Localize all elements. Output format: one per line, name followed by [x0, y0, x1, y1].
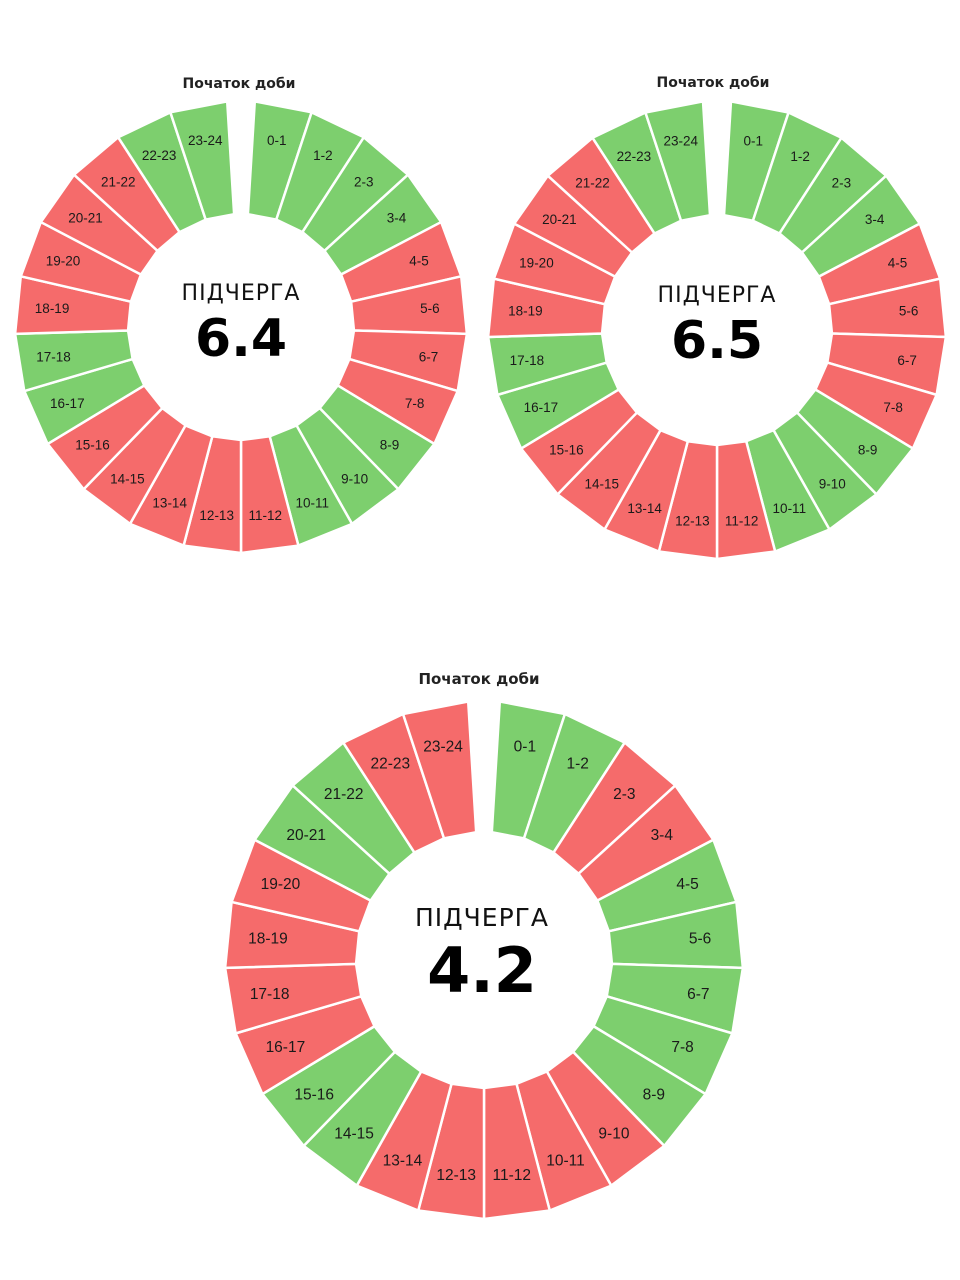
- hour-label: 19-20: [519, 256, 554, 271]
- hour-label: 18-19: [248, 930, 288, 947]
- hour-label: 1-2: [313, 148, 333, 163]
- hour-label: 3-4: [651, 827, 674, 844]
- hour-label: 10-11: [773, 501, 807, 516]
- hour-label: 16-17: [524, 400, 559, 415]
- group-number: 6.5: [671, 311, 763, 371]
- hour-label: 17-18: [250, 986, 290, 1003]
- hour-label: 6-7: [897, 353, 917, 368]
- wheel-segments: 0-1 1-2 2-3 3-4 4-5 5-6 6-7 7-8 8-9 9-10 10-11 11-1…: [486, 100, 948, 561]
- hour-label: 2-3: [832, 176, 852, 191]
- day-start-label: Початок доби: [182, 76, 295, 92]
- schedule-wheel-1: 0-1 1-2 2-3 3-4 4-5 5-6 6-7 7-8 8-9 9-10 10-11 11-1…: [13, 76, 469, 555]
- hour-label: 10-11: [546, 1153, 585, 1170]
- group-caption: ПІДЧЕРГА: [415, 903, 549, 932]
- schedule-wheel-3: 0-1 1-2 2-3 3-4 4-5 5-6 6-7 7-8 8-9 9-10 10-11 11-1…: [223, 670, 745, 1221]
- group-number: 4.2: [427, 934, 537, 1007]
- hour-label: 5-6: [420, 301, 440, 316]
- wheel-segments: 0-1 1-2 2-3 3-4 4-5 5-6 6-7 7-8 8-9 9-10 10-11 11-1…: [223, 700, 745, 1221]
- hour-label: 19-20: [261, 876, 301, 893]
- hour-label: 4-5: [409, 254, 429, 269]
- hour-segment: [401, 700, 478, 840]
- hour-label: 9-10: [341, 472, 368, 487]
- hour-label: 14-15: [110, 472, 145, 487]
- hour-label: 0-1: [743, 133, 763, 148]
- hour-label: 11-12: [493, 1167, 532, 1184]
- hour-label: 2-3: [354, 175, 374, 190]
- hour-label: 23-24: [663, 133, 698, 148]
- hour-label: 17-18: [510, 353, 545, 368]
- hour-label: 9-10: [598, 1125, 629, 1142]
- hour-label: 5-6: [689, 930, 711, 947]
- hour-label: 20-21: [68, 211, 103, 226]
- hour-label: 1-2: [566, 756, 588, 773]
- group-caption: ПІДЧЕРГА: [182, 281, 301, 306]
- hour-label: 3-4: [387, 211, 407, 226]
- hour-label: 20-21: [542, 212, 577, 227]
- hour-label: 0-1: [514, 738, 536, 755]
- hour-label: 21-22: [324, 786, 364, 803]
- hour-label: 19-20: [46, 254, 81, 269]
- wheel-segments: 0-1 1-2 2-3 3-4 4-5 5-6 6-7 7-8 8-9 9-10 10-11 11-1…: [13, 100, 469, 555]
- hour-label: 4-5: [676, 876, 698, 893]
- hour-label: 23-24: [188, 133, 223, 148]
- hour-label: 16-17: [50, 396, 85, 411]
- hour-label: 8-9: [643, 1087, 665, 1104]
- hour-label: 0-1: [267, 133, 287, 148]
- hour-label: 1-2: [790, 149, 810, 164]
- hour-label: 20-21: [286, 827, 326, 844]
- hour-label: 12-13: [436, 1167, 476, 1184]
- hour-label: 14-15: [584, 477, 619, 492]
- group-caption: ПІДЧЕРГА: [658, 283, 777, 308]
- hour-label: 13-14: [383, 1153, 423, 1170]
- hour-label: 18-19: [35, 301, 70, 316]
- hour-label: 22-23: [142, 148, 177, 163]
- hour-label: 14-15: [334, 1125, 374, 1142]
- hour-label: 21-22: [575, 176, 610, 191]
- day-start-label: Початок доби: [656, 75, 769, 91]
- hour-label: 12-13: [675, 513, 710, 528]
- day-start-label: Початок доби: [418, 670, 539, 688]
- hour-label: 12-13: [199, 508, 234, 523]
- hour-label: 18-19: [508, 304, 543, 319]
- hour-label: 16-17: [266, 1039, 306, 1056]
- hour-label: 13-14: [627, 501, 662, 516]
- hour-label: 21-22: [101, 175, 136, 190]
- hour-label: 11-12: [725, 513, 759, 528]
- hour-segment: [169, 100, 236, 221]
- hour-label: 9-10: [819, 477, 846, 492]
- hour-label: 3-4: [865, 212, 885, 227]
- hour-label: 6-7: [419, 350, 439, 365]
- hour-label: 4-5: [888, 256, 908, 271]
- hour-label: 13-14: [152, 495, 187, 510]
- hour-label: 22-23: [617, 149, 652, 164]
- schedule-wheel-2: 0-1 1-2 2-3 3-4 4-5 5-6 6-7 7-8 8-9 9-10 10-11 11-1…: [486, 75, 948, 561]
- hour-label: 7-8: [405, 396, 425, 411]
- hour-label: 5-6: [899, 304, 919, 319]
- hour-label: 11-12: [249, 508, 283, 523]
- hour-label: 8-9: [858, 442, 878, 457]
- group-number: 6.4: [195, 309, 287, 369]
- hour-label: 2-3: [613, 786, 635, 803]
- hour-label: 8-9: [380, 438, 400, 453]
- hour-label: 22-23: [371, 756, 411, 773]
- hour-label: 6-7: [687, 986, 709, 1003]
- hour-label: 15-16: [549, 442, 584, 457]
- hour-segment: [644, 100, 712, 223]
- hour-label: 17-18: [36, 350, 71, 365]
- hour-label: 23-24: [423, 738, 463, 755]
- hour-label: 15-16: [75, 438, 110, 453]
- hour-label: 15-16: [294, 1087, 334, 1104]
- hour-label: 7-8: [671, 1039, 693, 1056]
- hour-label: 7-8: [883, 400, 903, 415]
- hour-label: 10-11: [296, 495, 330, 510]
